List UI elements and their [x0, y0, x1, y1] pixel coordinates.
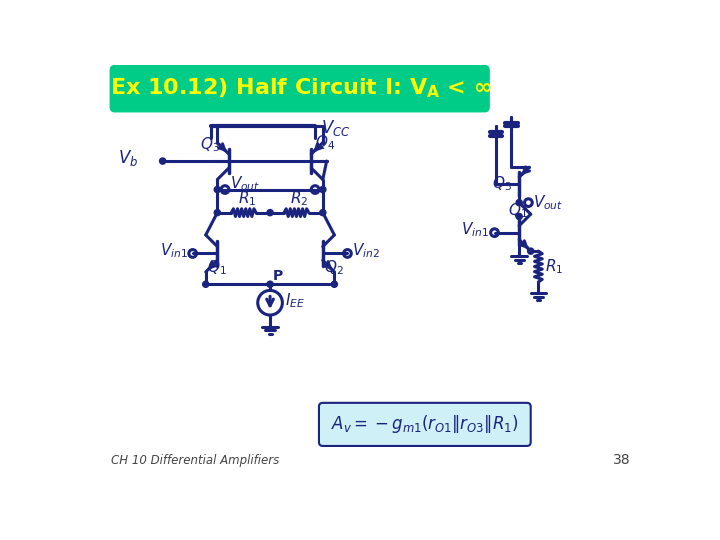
- Circle shape: [528, 248, 534, 254]
- Text: $Q_4$: $Q_4$: [315, 133, 336, 152]
- Text: $R_1$: $R_1$: [238, 190, 256, 208]
- FancyBboxPatch shape: [319, 403, 531, 446]
- Text: $R_2$: $R_2$: [290, 190, 309, 208]
- Text: $A_v = -g_{m1}(r_{O1} \| r_{O3} \| R_1)$: $A_v = -g_{m1}(r_{O1} \| r_{O3} \| R_1)$: [330, 413, 518, 435]
- Text: $R_1$: $R_1$: [544, 257, 563, 276]
- Text: $Q_3$: $Q_3$: [492, 174, 512, 193]
- Text: $V_{in1}$: $V_{in1}$: [160, 241, 187, 260]
- Text: $V_{in1}$: $V_{in1}$: [462, 220, 490, 239]
- Circle shape: [516, 213, 522, 220]
- Circle shape: [215, 210, 220, 215]
- Circle shape: [267, 281, 273, 287]
- Circle shape: [320, 210, 326, 215]
- Circle shape: [203, 281, 209, 287]
- Text: $Q_1$: $Q_1$: [508, 202, 528, 220]
- Circle shape: [516, 200, 522, 206]
- Circle shape: [160, 158, 166, 164]
- Circle shape: [320, 186, 326, 193]
- Circle shape: [215, 186, 220, 193]
- Text: Ex 10.12) Half Circuit I: $\mathbf{V_A}$ < $\mathbf{\infty}$: Ex 10.12) Half Circuit I: $\mathbf{V_A}$…: [110, 76, 492, 100]
- Circle shape: [331, 281, 338, 287]
- Text: CH 10 Differential Amplifiers: CH 10 Differential Amplifiers: [111, 454, 279, 467]
- Circle shape: [267, 210, 273, 215]
- Text: P: P: [273, 269, 284, 284]
- Text: 38: 38: [613, 453, 631, 467]
- Text: $V_{out}$: $V_{out}$: [533, 193, 563, 212]
- FancyBboxPatch shape: [110, 65, 489, 112]
- Text: $Q_3$: $Q_3$: [199, 136, 220, 154]
- Text: $V_{in2}$: $V_{in2}$: [352, 241, 380, 260]
- Text: $V_{CC}$: $V_{CC}$: [321, 118, 351, 138]
- Text: $Q_1$: $Q_1$: [207, 259, 227, 278]
- Text: $Q_2$: $Q_2$: [324, 259, 344, 278]
- Text: $I_{EE}$: $I_{EE}$: [285, 291, 305, 310]
- Text: $V_b$: $V_b$: [118, 148, 138, 168]
- Text: $V_{out}$: $V_{out}$: [230, 174, 261, 193]
